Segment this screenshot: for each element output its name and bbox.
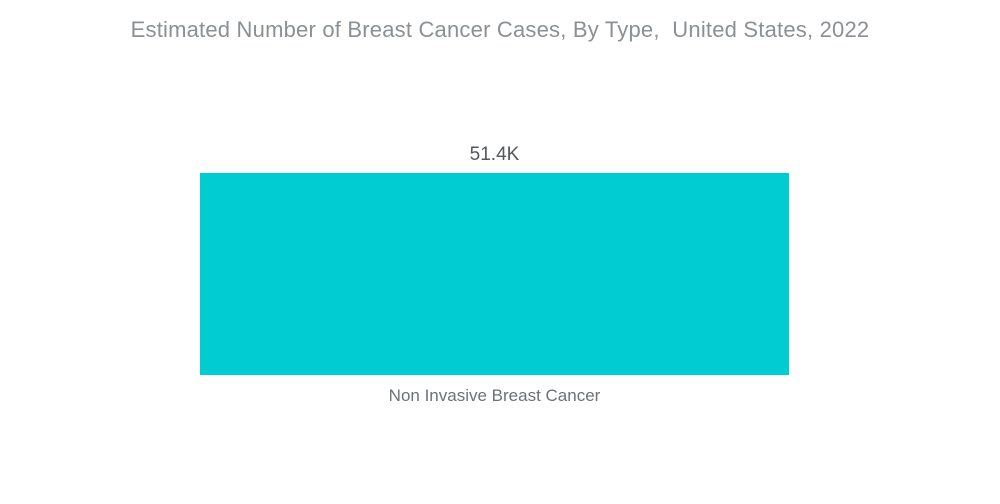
chart-title: Estimated Number of Breast Cancer Cases,… [130, 17, 870, 42]
bar-non-invasive-breast-cancer [200, 173, 789, 375]
category-label: Non Invasive Breast Cancer [388, 386, 601, 405]
bar-value-label: 51.4K [469, 144, 520, 165]
plot-area: 51.4K Non Invasive Breast Cancer [200, 144, 789, 405]
